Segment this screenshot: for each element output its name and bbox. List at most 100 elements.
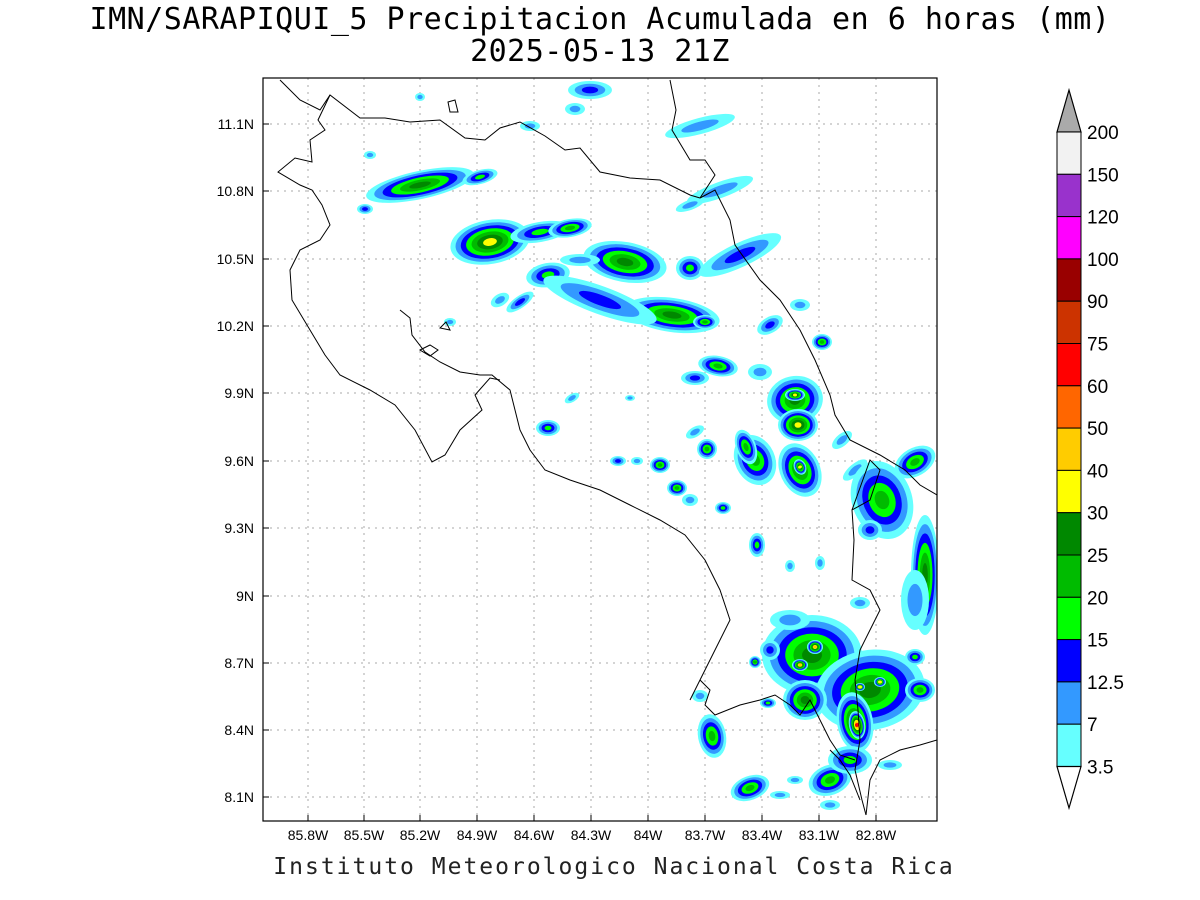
rain-cell: [865, 526, 875, 534]
rain-cell: [798, 663, 802, 667]
colorbar-label: 12.5: [1087, 673, 1124, 694]
rain-cell: [713, 363, 723, 369]
rain-cell: [531, 228, 549, 236]
panama-coast-south: [865, 739, 937, 816]
rain-cell: [633, 458, 641, 464]
lat-tick-label: 9.9N: [224, 385, 254, 401]
rain-cell: [774, 792, 786, 798]
colorbar: 200 150 120 100 90 75 60 50 40 30 25 20 15 12.5 7 3.5: [1056, 87, 1124, 811]
rain-cell: [878, 680, 882, 684]
precipitation-field: [357, 81, 937, 810]
colorbar-segment: [1056, 512, 1082, 556]
map-axes: 85.8W 85.5W 85.2W 84.9W 84.6W 84.3W 84W 83.7W 83…: [217, 116, 897, 843]
rain-cell: [836, 435, 848, 445]
rain-cell: [819, 340, 825, 344]
rain-cell: [765, 321, 775, 329]
colorbar-segment: [1056, 300, 1082, 345]
lat-tick-label: 10.8N: [217, 183, 254, 199]
rain-cell: [569, 105, 581, 113]
caribbean-coast: [699, 189, 937, 496]
nicaragua-border: [279, 79, 701, 199]
lat-tick-label: 9N: [236, 588, 254, 604]
colorbar-segment: [1056, 385, 1082, 429]
colorbar-segment: [1056, 596, 1082, 641]
chart-title: IMN/SARAPIQUI_5 Precipitacion Acumulada …: [89, 2, 1111, 37]
nicaragua-coast-east: [669, 79, 716, 199]
lat-tick-label: 9.6N: [224, 453, 254, 469]
lon-tick-label: 84.6W: [514, 827, 555, 843]
rain-cell: [704, 446, 710, 452]
rain-cell: [793, 393, 797, 397]
colorbar-label: 7: [1087, 715, 1098, 736]
lon-tick-label: 84.3W: [571, 827, 612, 843]
pacific-coast-guanacaste: [277, 94, 501, 463]
rain-cell: [753, 660, 757, 664]
lat-tick-label: 8.7N: [224, 655, 254, 671]
rain-cell: [724, 246, 756, 264]
colorbar-segment: [1056, 258, 1082, 302]
rain-cell: [581, 86, 599, 94]
colorbar-label: 20: [1087, 588, 1108, 609]
colorbar-segment: [1056, 131, 1082, 175]
rain-cell: [907, 583, 923, 617]
rain-cell: [916, 687, 924, 693]
rain-cell: [681, 119, 719, 133]
colorbar-label: 150: [1087, 165, 1119, 186]
rain-cell: [564, 225, 576, 231]
colorbar-label: 60: [1087, 377, 1108, 398]
lon-tick-label: 83.4W: [742, 827, 783, 843]
rain-cell: [662, 311, 682, 319]
colorbar-segment: [1056, 681, 1082, 725]
rain-cell: [883, 762, 897, 768]
rain-cell: [743, 442, 749, 452]
chart-subtitle-date: 2025-05-13 21Z: [470, 34, 730, 69]
rain-cell: [753, 367, 767, 377]
lon-tick-label: 85.2W: [400, 827, 441, 843]
rain-cell: [657, 463, 663, 467]
colorbar-label: 120: [1087, 208, 1119, 229]
colorbar-label: 25: [1087, 546, 1108, 567]
rain-cell: [798, 465, 802, 469]
rain-cell: [615, 459, 621, 463]
rain-cell: [569, 256, 591, 264]
rain-cell: [524, 123, 536, 129]
rain-cell: [578, 290, 622, 310]
map-frame: [262, 77, 938, 822]
rain-cell: [446, 319, 454, 325]
colorbar-segment: [1056, 554, 1082, 598]
rain-cell: [754, 541, 760, 549]
rain-cell: [689, 375, 701, 381]
small-islet: [438, 321, 451, 331]
rain-cell: [474, 174, 486, 180]
colorbar-segment: [1056, 216, 1082, 260]
rain-cell: [910, 458, 920, 466]
rain-cell: [616, 257, 634, 267]
lat-tick-label: 10.2N: [217, 318, 254, 334]
colorbar-segment: [1056, 427, 1082, 471]
colorbar-label: 30: [1087, 504, 1108, 525]
lat-tick-label: 11.1N: [218, 116, 254, 132]
rain-cell: [695, 692, 705, 700]
rain-cell: [794, 422, 802, 428]
rain-cell: [417, 94, 423, 100]
rain-cell: [779, 614, 801, 626]
colorbar-label: 3.5: [1087, 758, 1113, 779]
colorbar-label: 75: [1087, 335, 1108, 356]
rain-cell: [674, 486, 680, 490]
rain-cell: [848, 464, 862, 476]
rain-cell: [514, 298, 526, 306]
colorbar-label: 15: [1087, 631, 1108, 652]
rain-cell: [702, 320, 708, 324]
rain-cell: [568, 395, 576, 401]
colorbar-bottom-arrow: [1056, 765, 1082, 811]
lon-tick-label: 83.7W: [685, 827, 726, 843]
rain-cell: [787, 562, 793, 570]
colorbar-segment: [1056, 343, 1082, 387]
rain-cell: [362, 207, 368, 211]
rain-cell: [874, 490, 890, 510]
rain-cell: [682, 201, 698, 209]
gulf-nicoya-coast: [399, 309, 731, 701]
colorbar-label: 40: [1087, 461, 1108, 482]
burica-coast: [829, 749, 861, 801]
